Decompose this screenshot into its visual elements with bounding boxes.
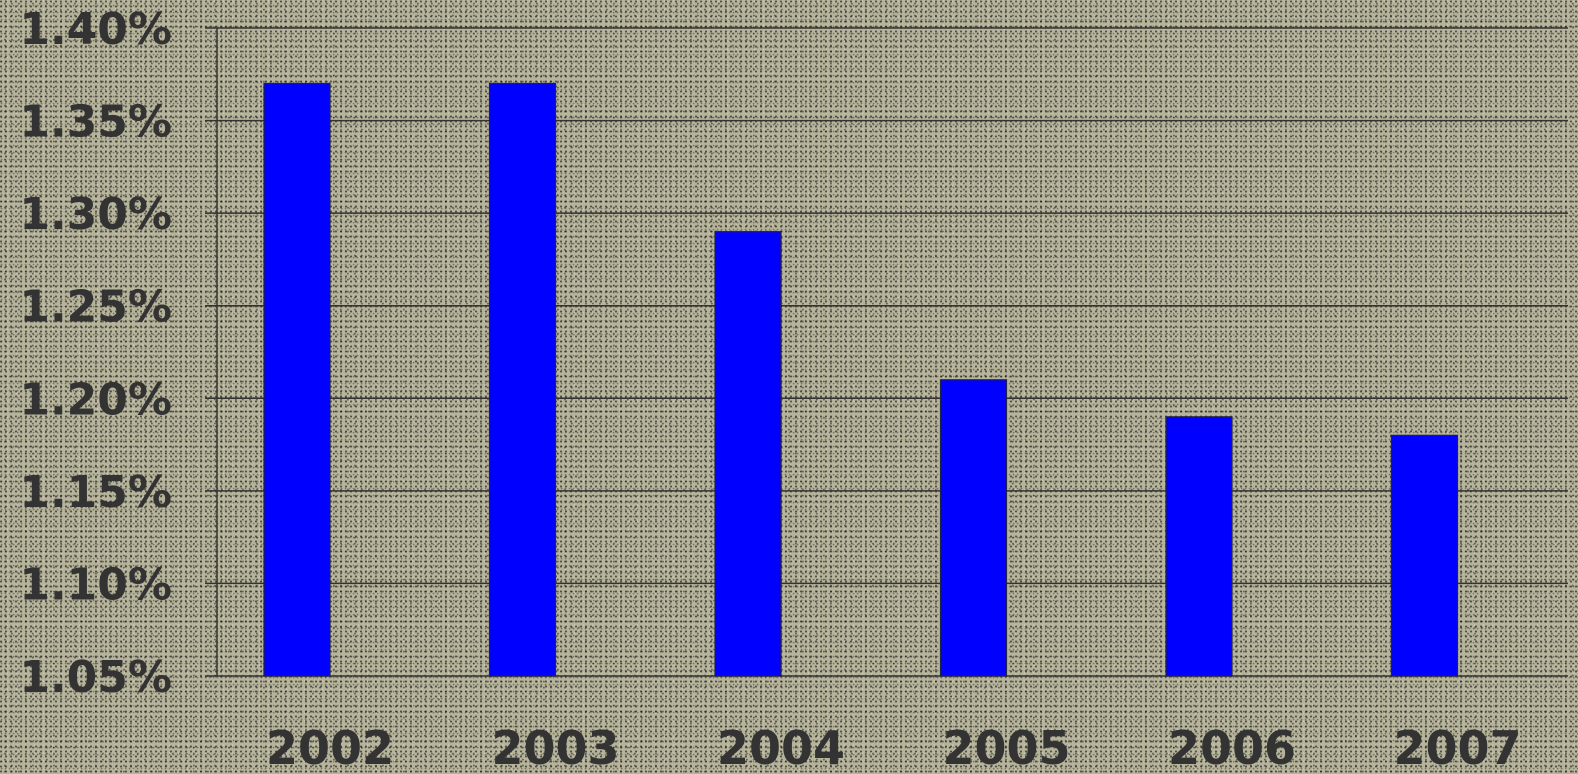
- bar-2005: [939, 379, 1008, 677]
- gridlines: [205, 27, 1568, 677]
- bar-2003: [488, 82, 557, 677]
- y-tick-label: 1.10%: [19, 559, 172, 610]
- bars: [263, 82, 1459, 677]
- y-tick-label: 1.35%: [19, 97, 172, 148]
- y-tick-label: 1.05%: [19, 652, 172, 703]
- y-tick-label: 1.30%: [19, 189, 172, 240]
- y-tick-label: 1.40%: [19, 4, 172, 55]
- x-tick-label: 2005: [942, 721, 1070, 774]
- x-tick-label: 2002: [266, 721, 394, 774]
- bar-2006: [1165, 416, 1233, 677]
- y-tick-label: 1.25%: [19, 282, 172, 333]
- bar-2004: [714, 231, 782, 677]
- x-tick-label: 2007: [1393, 721, 1521, 774]
- bar-2007: [1390, 434, 1459, 677]
- y-tick-label: 1.15%: [19, 467, 172, 518]
- x-tick-label: 2004: [717, 721, 845, 774]
- bar-2002: [263, 82, 331, 677]
- x-tick-label: 2003: [491, 721, 619, 774]
- y-tick-label: 1.20%: [19, 374, 172, 425]
- x-axis-ticks: 2002 2003 2004 2005 2006 2007: [266, 721, 1522, 774]
- x-tick-label: 2006: [1168, 721, 1296, 774]
- y-axis-ticks: 1.05% 1.10% 1.15% 1.20% 1.25% 1.30% 1.35% 1.40%: [19, 4, 172, 703]
